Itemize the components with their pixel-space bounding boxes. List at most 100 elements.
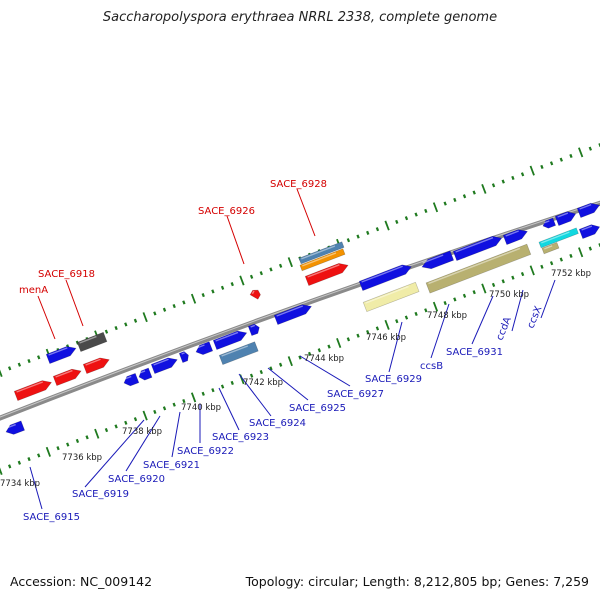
outer-ring-tick bbox=[520, 172, 525, 177]
gene-blue-6-shape bbox=[195, 341, 214, 355]
inner-ring-tick bbox=[133, 417, 138, 422]
leader-line-15 bbox=[471, 295, 494, 345]
gene-blue-10-shape bbox=[358, 264, 412, 292]
gene-blue-8 bbox=[247, 323, 260, 337]
leader-line-4 bbox=[29, 466, 43, 510]
gene-yellow-1 bbox=[362, 281, 420, 313]
gene-blue-4-shape bbox=[150, 357, 178, 375]
label-sace-6918[interactable]: SACE_6918 bbox=[38, 269, 95, 280]
inner-ring-tick bbox=[66, 442, 70, 447]
leader-line-7 bbox=[171, 411, 181, 458]
leader-line-13 bbox=[388, 321, 403, 373]
label-sace-6931[interactable]: SACE_6931 bbox=[446, 347, 503, 358]
outer-ring-tick bbox=[162, 307, 167, 312]
gene-blue-9 bbox=[273, 304, 313, 326]
tick-label-7750: 7750 kbp bbox=[489, 290, 529, 300]
gene-blue-15-shine bbox=[557, 212, 569, 218]
inner-ring-tick bbox=[142, 410, 148, 421]
outer-ring-tick bbox=[37, 355, 41, 360]
label-sace-6929[interactable]: SACE_6929 bbox=[365, 374, 422, 385]
gene-red-5-shape bbox=[249, 289, 261, 300]
accession-text: Accession: NC_009142 bbox=[10, 574, 153, 589]
outer-ring-tick bbox=[0, 369, 3, 377]
gene-blue-15-shape bbox=[554, 211, 577, 227]
outer-ring-tick bbox=[249, 274, 254, 279]
label-sace-6926[interactable]: SACE_6926 bbox=[198, 206, 255, 217]
label-sace-6924[interactable]: SACE_6924 bbox=[249, 418, 306, 429]
gene-red-5-shine bbox=[251, 290, 255, 295]
outer-ring-tick bbox=[239, 275, 245, 286]
inner-ring-tick bbox=[520, 271, 525, 277]
gene-red-1-shine bbox=[16, 381, 44, 393]
gene-blue-1 bbox=[5, 420, 25, 435]
inner-ring-tick bbox=[375, 326, 380, 331]
inner-ring-tick bbox=[94, 428, 100, 439]
inner-ring-tick bbox=[104, 428, 109, 433]
gene-blue-a bbox=[45, 346, 77, 365]
gene-blue-3 bbox=[138, 367, 153, 381]
gene-gray-1-shine bbox=[79, 335, 97, 344]
leader-line-11 bbox=[267, 367, 309, 401]
label-ccda[interactable]: ccdA bbox=[495, 315, 514, 342]
gene-blue-16 bbox=[576, 202, 600, 219]
outer-ring-tick bbox=[424, 208, 428, 213]
label-ccsb[interactable]: ccsB bbox=[420, 361, 443, 372]
gene-blue-5-shape bbox=[178, 351, 189, 364]
gene-red-1-shape bbox=[13, 380, 53, 402]
label-sace-6928[interactable]: SACE_6928 bbox=[270, 179, 327, 190]
inner-ring-tick bbox=[211, 388, 215, 393]
outer-ring-tick bbox=[133, 318, 138, 323]
label-sace-6920[interactable]: SACE_6920 bbox=[108, 474, 165, 485]
outer-ring-tick bbox=[27, 358, 31, 364]
outer-ring-tick bbox=[443, 201, 447, 206]
gene-cyan-1-shine bbox=[541, 231, 570, 244]
outer-ring-tick bbox=[346, 238, 351, 243]
tick-label-7748: 7748 kbp bbox=[427, 311, 467, 321]
inner-ring-tick bbox=[230, 380, 234, 385]
label-sace-6921[interactable]: SACE_6921 bbox=[143, 460, 200, 471]
gene-blue-12-shine bbox=[455, 237, 494, 253]
gene-red-2 bbox=[52, 368, 82, 387]
inner-ring-tick bbox=[124, 420, 128, 425]
outer-ring-tick bbox=[287, 257, 293, 268]
outer-ring-tick bbox=[375, 227, 380, 232]
label-sace-6927[interactable]: SACE_6927 bbox=[327, 389, 384, 400]
outer-ring-tick bbox=[511, 175, 515, 181]
gene-blue-4-shine bbox=[153, 358, 169, 366]
gene-yellow-1-shine bbox=[365, 285, 409, 304]
gene-blue-10 bbox=[358, 264, 412, 292]
leader-line-14 bbox=[430, 303, 450, 359]
label-sace-6923[interactable]: SACE_6923 bbox=[212, 432, 269, 443]
gene-blue-9-shine bbox=[276, 305, 304, 317]
gene-blue-11-shine bbox=[422, 254, 444, 264]
gene-gray-1 bbox=[76, 331, 108, 353]
tick-label-7740: 7740 kbp bbox=[181, 403, 221, 413]
label-sace-6922[interactable]: SACE_6922 bbox=[177, 446, 234, 457]
gene-red-1 bbox=[13, 380, 53, 402]
gene-steel-2-shape bbox=[218, 341, 259, 366]
outer-ring-tick bbox=[153, 311, 157, 316]
leader-line-16 bbox=[511, 289, 524, 332]
label-sace-6919[interactable]: SACE_6919 bbox=[72, 489, 129, 500]
outer-ring-tick bbox=[569, 153, 573, 159]
gene-blue-a-shape bbox=[45, 346, 77, 365]
outer-ring-tick bbox=[211, 289, 215, 294]
outer-ring-tick bbox=[578, 147, 584, 158]
gene-blue-6 bbox=[195, 341, 214, 355]
gene-blue-5 bbox=[178, 351, 189, 364]
label-mena[interactable]: menA bbox=[19, 285, 48, 296]
gene-blue-a-shine bbox=[48, 347, 68, 356]
inner-ring-tick bbox=[162, 406, 167, 411]
outer-ring-tick bbox=[142, 312, 148, 323]
outer-ring-tick bbox=[124, 322, 128, 327]
leader-line-2 bbox=[65, 279, 84, 327]
label-sace-6915[interactable]: SACE_6915 bbox=[23, 512, 80, 523]
inner-ring-tick bbox=[432, 301, 439, 312]
inner-ring-tick bbox=[0, 467, 3, 475]
inner-ring-tick bbox=[8, 464, 12, 469]
label-sace-6925[interactable]: SACE_6925 bbox=[289, 403, 346, 414]
gene-red-5 bbox=[249, 289, 261, 300]
outer-ring-tick bbox=[356, 234, 360, 239]
gene-orange-1 bbox=[299, 248, 346, 272]
